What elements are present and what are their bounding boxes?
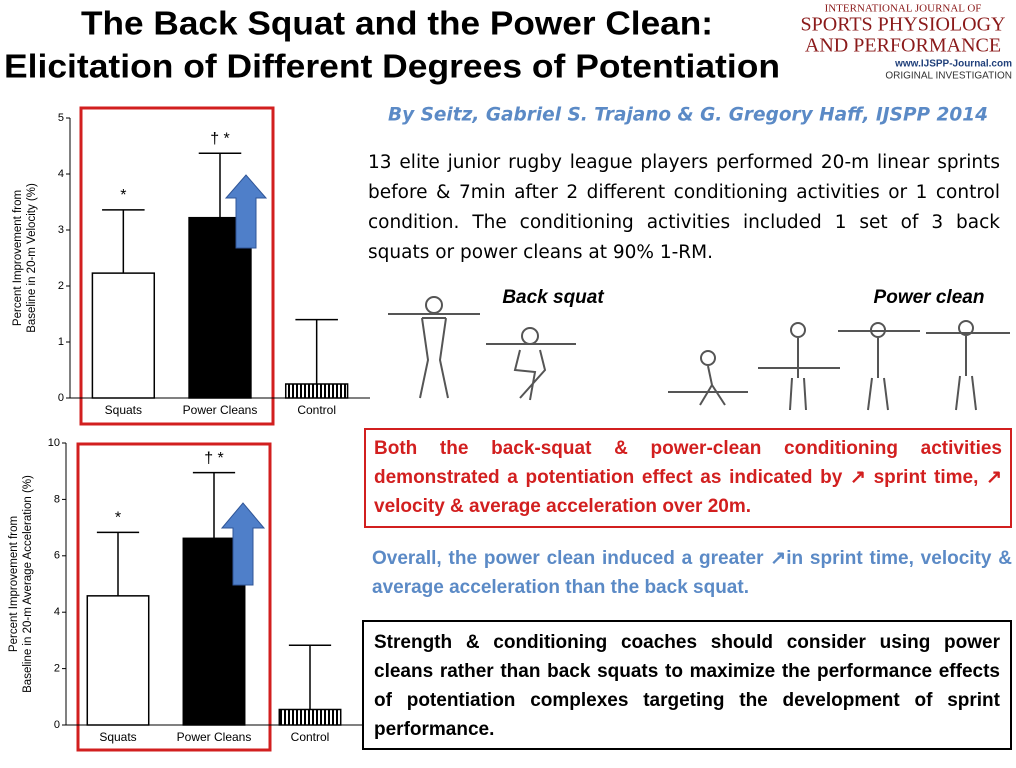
significance-mark: * <box>115 510 121 527</box>
y-tick-label: 4 <box>54 606 60 618</box>
error-bar <box>102 209 145 274</box>
journal-tag: ORIGINAL INVESTIGATION <box>885 71 1012 82</box>
y-tick-label: 0 <box>54 719 60 731</box>
up-arrow <box>224 174 268 249</box>
y-axis-label: Percent Improvement from <box>12 190 24 326</box>
journal-url: www.IJSPP-Journal.com <box>894 59 1012 70</box>
bar <box>86 595 150 726</box>
bar <box>278 708 342 726</box>
conclusion-box: Strength & conditioning coaches should c… <box>362 620 1012 750</box>
x-tick-label: Power Cleans <box>177 730 252 744</box>
bar <box>284 383 349 399</box>
error-bar <box>96 531 140 596</box>
title: The Back Squat and the Power Clean: <box>81 5 713 42</box>
y-tick-label: 5 <box>58 112 64 124</box>
highlight-box <box>76 442 272 752</box>
y-tick-label: 1 <box>58 336 64 348</box>
y-axis-label: Baseline in 20-m Average Acceleration (%… <box>22 475 34 693</box>
up-arrow <box>220 502 266 586</box>
y-tick-label: 3 <box>58 224 64 236</box>
error-bar <box>198 152 242 218</box>
x-tick-label: Squats <box>105 403 142 417</box>
x-tick-label: Squats <box>99 730 136 744</box>
y-tick-label: 2 <box>58 280 64 292</box>
exercise-label: Back squat <box>502 287 604 308</box>
y-tick-label: 2 <box>54 663 60 675</box>
exercise-illustrations <box>388 296 1010 411</box>
y-tick-label: 0 <box>58 392 64 404</box>
y-axis-label: Percent Improvement from <box>8 516 20 652</box>
journal-logo: INTERNATIONAL JOURNAL OF SPORTS PHYSIOLO… <box>801 3 1006 57</box>
error-bar <box>295 318 338 384</box>
significance-mark: † * <box>204 450 224 467</box>
y-tick-label: 10 <box>48 437 60 449</box>
bar <box>91 272 156 399</box>
y-tick-label: 8 <box>54 493 60 505</box>
x-tick-label: Control <box>297 403 336 417</box>
y-axis-label: Baseline in 20-m Velocity (%) <box>26 183 38 333</box>
error-bar <box>288 644 332 710</box>
journal-line: INTERNATIONAL JOURNAL OF <box>825 3 982 15</box>
journal-line: AND PERFORMANCE <box>805 35 1001 57</box>
x-tick-label: Control <box>291 730 330 744</box>
x-tick-label: Power Cleans <box>183 403 258 417</box>
journal-line: SPORTS PHYSIOLOGY <box>801 14 1006 36</box>
significance-mark: * <box>120 187 126 204</box>
y-tick-label: 4 <box>58 168 64 180</box>
y-tick-label: 6 <box>54 550 60 562</box>
error-bar <box>192 471 236 539</box>
finding: Overall, the power clean induced a great… <box>372 548 1012 598</box>
summary: 13 elite junior rugby league players per… <box>368 152 1000 263</box>
significance-mark: † * <box>210 130 230 147</box>
exercise-label: Power clean <box>874 287 985 308</box>
title: Elicitation of Different Degrees of Pote… <box>4 48 780 85</box>
highlight-box <box>79 106 275 426</box>
finding-box: Both the back-squat & power-clean condit… <box>364 428 1012 528</box>
byline: By Seitz, Gabriel S. Trajano & G. Gregor… <box>388 104 988 126</box>
